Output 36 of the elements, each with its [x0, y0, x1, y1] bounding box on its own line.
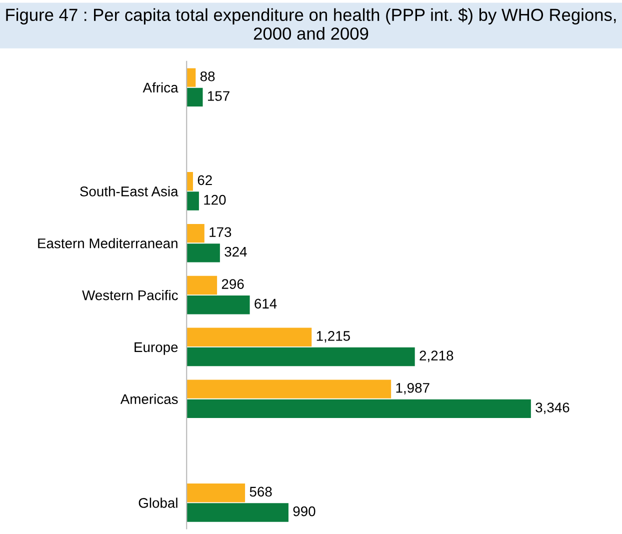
data-label: 88 [200, 71, 215, 82]
bar [186, 224, 204, 243]
bar [186, 172, 193, 191]
bar [186, 380, 392, 398]
bar [186, 192, 199, 210]
data-label: 614 [254, 298, 277, 309]
bar [186, 347, 415, 366]
bar [186, 88, 203, 107]
y-tick-label: Africa [142, 82, 178, 93]
data-label: 568 [250, 486, 272, 497]
bar [186, 276, 218, 295]
y-tick-label: Western Pacific [82, 290, 178, 300]
bar [186, 503, 288, 522]
y-tick-label: Europe [134, 342, 178, 355]
y-tick-label: South-East Asia [80, 186, 178, 196]
data-label: 1,987 [396, 382, 430, 394]
bar [186, 484, 246, 502]
data-label: 62 [198, 175, 212, 186]
data-label: 324 [224, 246, 247, 257]
data-label: 157 [208, 91, 230, 101]
bar [186, 68, 196, 87]
data-label: 2,218 [420, 350, 454, 362]
data-label: 1,215 [316, 331, 350, 343]
data-label: 173 [210, 227, 232, 238]
data-label: 990 [293, 506, 316, 516]
data-label: 3,346 [536, 402, 570, 414]
y-tick-label: Americas [120, 394, 178, 404]
y-tick-label: Eastern Mediterranean [38, 238, 178, 248]
y-tick-label: Global [138, 498, 178, 508]
data-label: 120 [204, 194, 226, 205]
bar [186, 296, 250, 314]
bar [186, 328, 312, 346]
chart-title: Figure 47 : Per capita total expenditure on health (PPP int. $) by WHO Regions, 2000 and 2009 [6, 8, 616, 40]
data-label: 296 [222, 279, 244, 289]
bar [186, 244, 220, 262]
bar [186, 399, 531, 418]
